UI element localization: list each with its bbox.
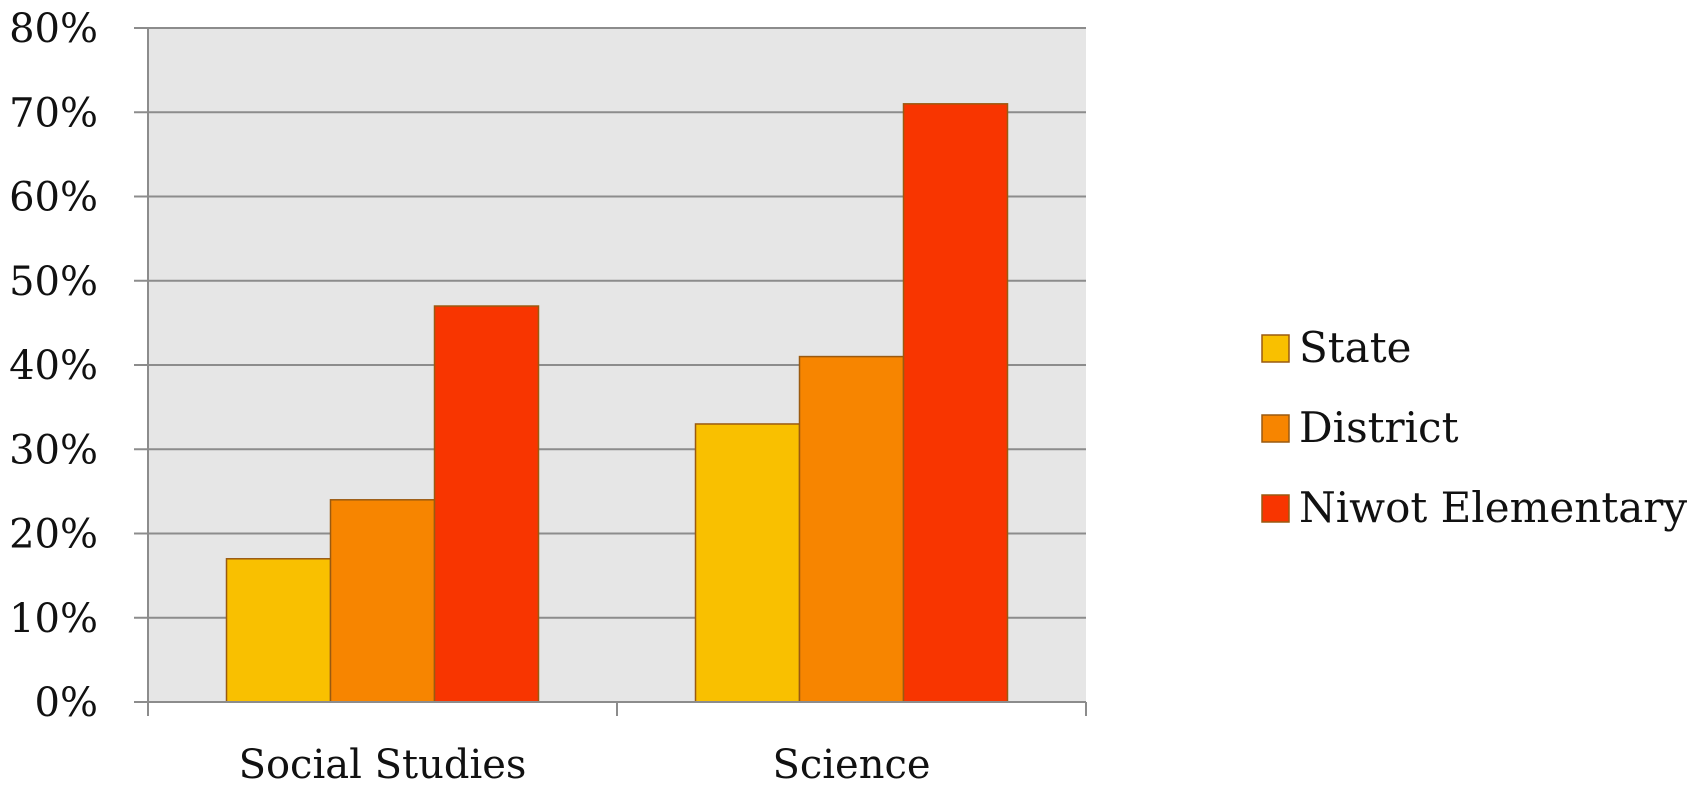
legend-swatch [1261,414,1290,443]
legend-label: State [1299,323,1411,372]
y-axis-tick-labels: 0% 10% 20% 30% 40% 50% 60% 70% 80% [9,6,98,726]
x-category-label: Science [772,742,930,785]
bar-district [329,499,436,703]
y-tick-label: 20% [9,512,98,558]
y-tick-label: 0% [35,680,98,726]
bar-state [694,423,801,703]
legend-swatch [1261,334,1290,363]
bars [225,103,1009,703]
bar-niwot-elementary [433,305,540,703]
legend: State District Niwot Elementary [1261,323,1687,532]
legend-swatch [1261,494,1290,523]
y-tick-label: 70% [9,90,98,136]
bar-niwot-elementary [902,103,1009,703]
bar-district [798,355,905,703]
y-tick-label: 40% [9,343,98,389]
y-tick-label: 60% [9,175,98,221]
x-category-label: Social Studies [239,742,527,785]
legend-label: District [1299,403,1459,452]
axes [147,28,1087,716]
y-tick-label: 50% [9,259,98,305]
y-tick-label: 30% [9,427,98,473]
y-tick-label: 10% [9,596,98,642]
x-axis-category-labels: Social Studies Science [239,742,931,785]
y-tick-label: 80% [9,6,98,52]
legend-label: Niwot Elementary [1299,483,1687,532]
bar-state [225,558,332,703]
